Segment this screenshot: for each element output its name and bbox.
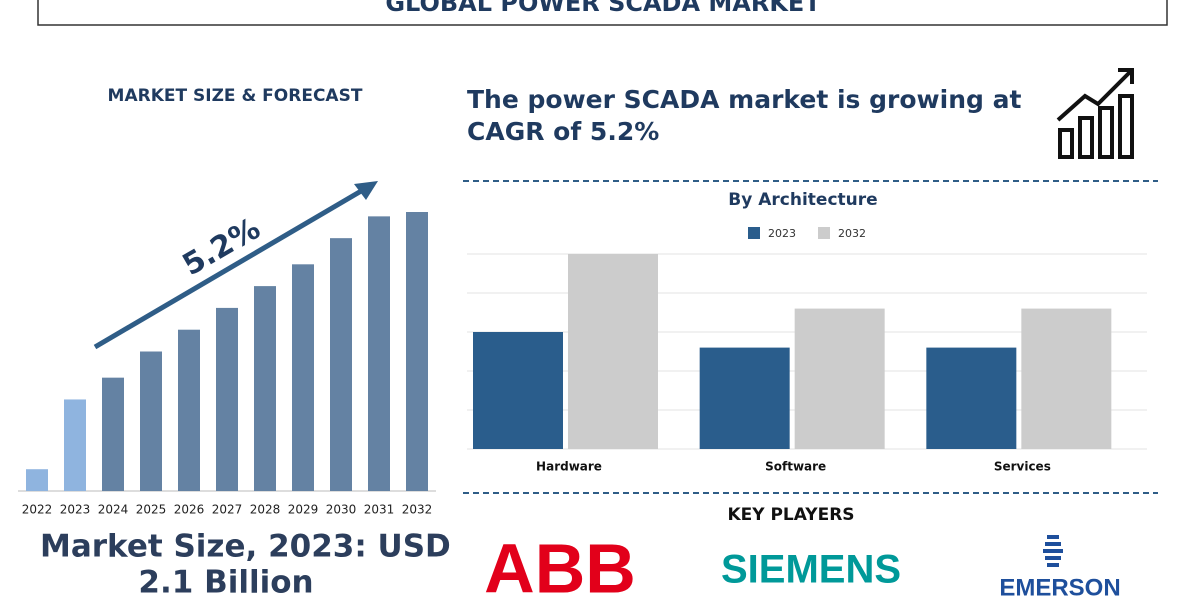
chart-title: MARKET SIZE & FORECAST	[108, 86, 363, 106]
x-tick-label: 2023	[60, 503, 91, 517]
arrow-head	[354, 181, 378, 200]
growth-icon	[1056, 68, 1134, 159]
bar	[568, 254, 658, 449]
x-tick-label: 2028	[250, 503, 281, 517]
x-tick-label: Hardware	[536, 460, 602, 474]
bar	[330, 238, 352, 491]
bar	[26, 469, 48, 491]
bar	[254, 286, 276, 491]
x-tick-label: 2025	[136, 503, 167, 517]
header-box	[37, 0, 1168, 26]
bar	[406, 212, 428, 491]
x-tick-label: Software	[765, 460, 826, 474]
x-tick-label: 2029	[288, 503, 319, 517]
chart-title: By Architecture	[728, 190, 877, 210]
bar	[102, 377, 124, 491]
bar	[64, 399, 86, 491]
growth-arrow	[93, 184, 370, 350]
legend-swatch	[818, 227, 830, 239]
x-tick-label: 2022	[22, 503, 53, 517]
market-size-line: 2.1 Billion	[138, 565, 313, 600]
key-players-title: KEY PLAYERS	[727, 505, 854, 525]
bar	[794, 308, 885, 449]
legend-label: 2032	[838, 227, 866, 240]
headline: The power SCADA market is growing at	[467, 85, 1021, 114]
bar	[1021, 308, 1112, 449]
x-tick-label: 2031	[364, 503, 395, 517]
x-tick-label: 2027	[212, 503, 243, 517]
emerson-icon	[1043, 535, 1063, 567]
bar	[368, 216, 390, 491]
bar	[216, 307, 238, 491]
legend-swatch	[748, 227, 760, 239]
bar	[140, 351, 162, 491]
x-tick-label: Services	[994, 460, 1051, 474]
x-tick-label: 2024	[98, 503, 129, 517]
x-tick-label: 2030	[326, 503, 357, 517]
bar	[699, 347, 790, 449]
headline: CAGR of 5.2%	[467, 117, 659, 146]
bar	[292, 264, 314, 491]
company-logo: EMERSON	[999, 574, 1120, 600]
company-logo: SIEMENS	[721, 548, 901, 592]
bar	[178, 329, 200, 491]
legend-label: 2023	[768, 227, 796, 240]
bar	[473, 332, 563, 449]
x-tick-label: 2026	[174, 503, 205, 517]
market-size-line: Market Size, 2023: USD	[40, 529, 451, 565]
page-title: GLOBAL POWER SCADA MARKET	[385, 0, 821, 17]
company-logo: ABB	[484, 529, 636, 600]
x-tick-label: 2032	[402, 503, 433, 517]
bar	[926, 347, 1017, 449]
